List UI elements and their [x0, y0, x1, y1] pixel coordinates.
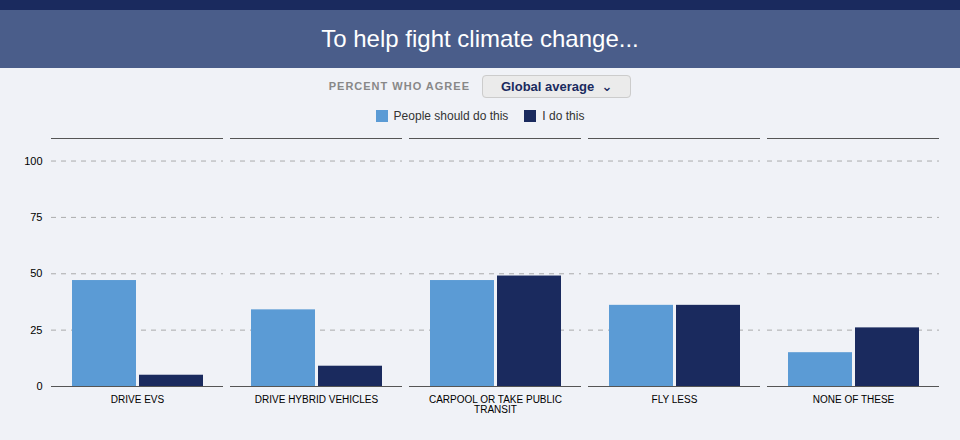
svg-text:NONE OF THESE: NONE OF THESE [813, 394, 895, 405]
svg-text:0: 0 [36, 380, 42, 392]
html-text:Global average ⌄: Global average ⌄ [501, 79, 613, 94]
html-text:PERCENT WHO AGREE: PERCENT WHO AGREE [328, 80, 470, 92]
svg-text:50: 50 [30, 267, 42, 279]
html-text:To help fight climate change..: To help fight climate change... [321, 25, 639, 52]
svg-text:CARPOOL OR TAKE PUBLICTRANSIT: CARPOOL OR TAKE PUBLICTRANSIT [429, 394, 562, 415]
svg-text:DRIVE EVS: DRIVE EVS [111, 394, 165, 405]
svg-text:DRIVE HYBRID VEHICLES: DRIVE HYBRID VEHICLES [255, 394, 379, 405]
html-text:I do this: I do this [542, 109, 585, 123]
html-text:People should do this: People should do this [393, 109, 509, 123]
svg-text:25: 25 [30, 324, 42, 336]
svg-text:75: 75 [30, 211, 42, 223]
svg-text:100: 100 [24, 155, 42, 167]
svg-text:FLY LESS: FLY LESS [652, 394, 698, 405]
